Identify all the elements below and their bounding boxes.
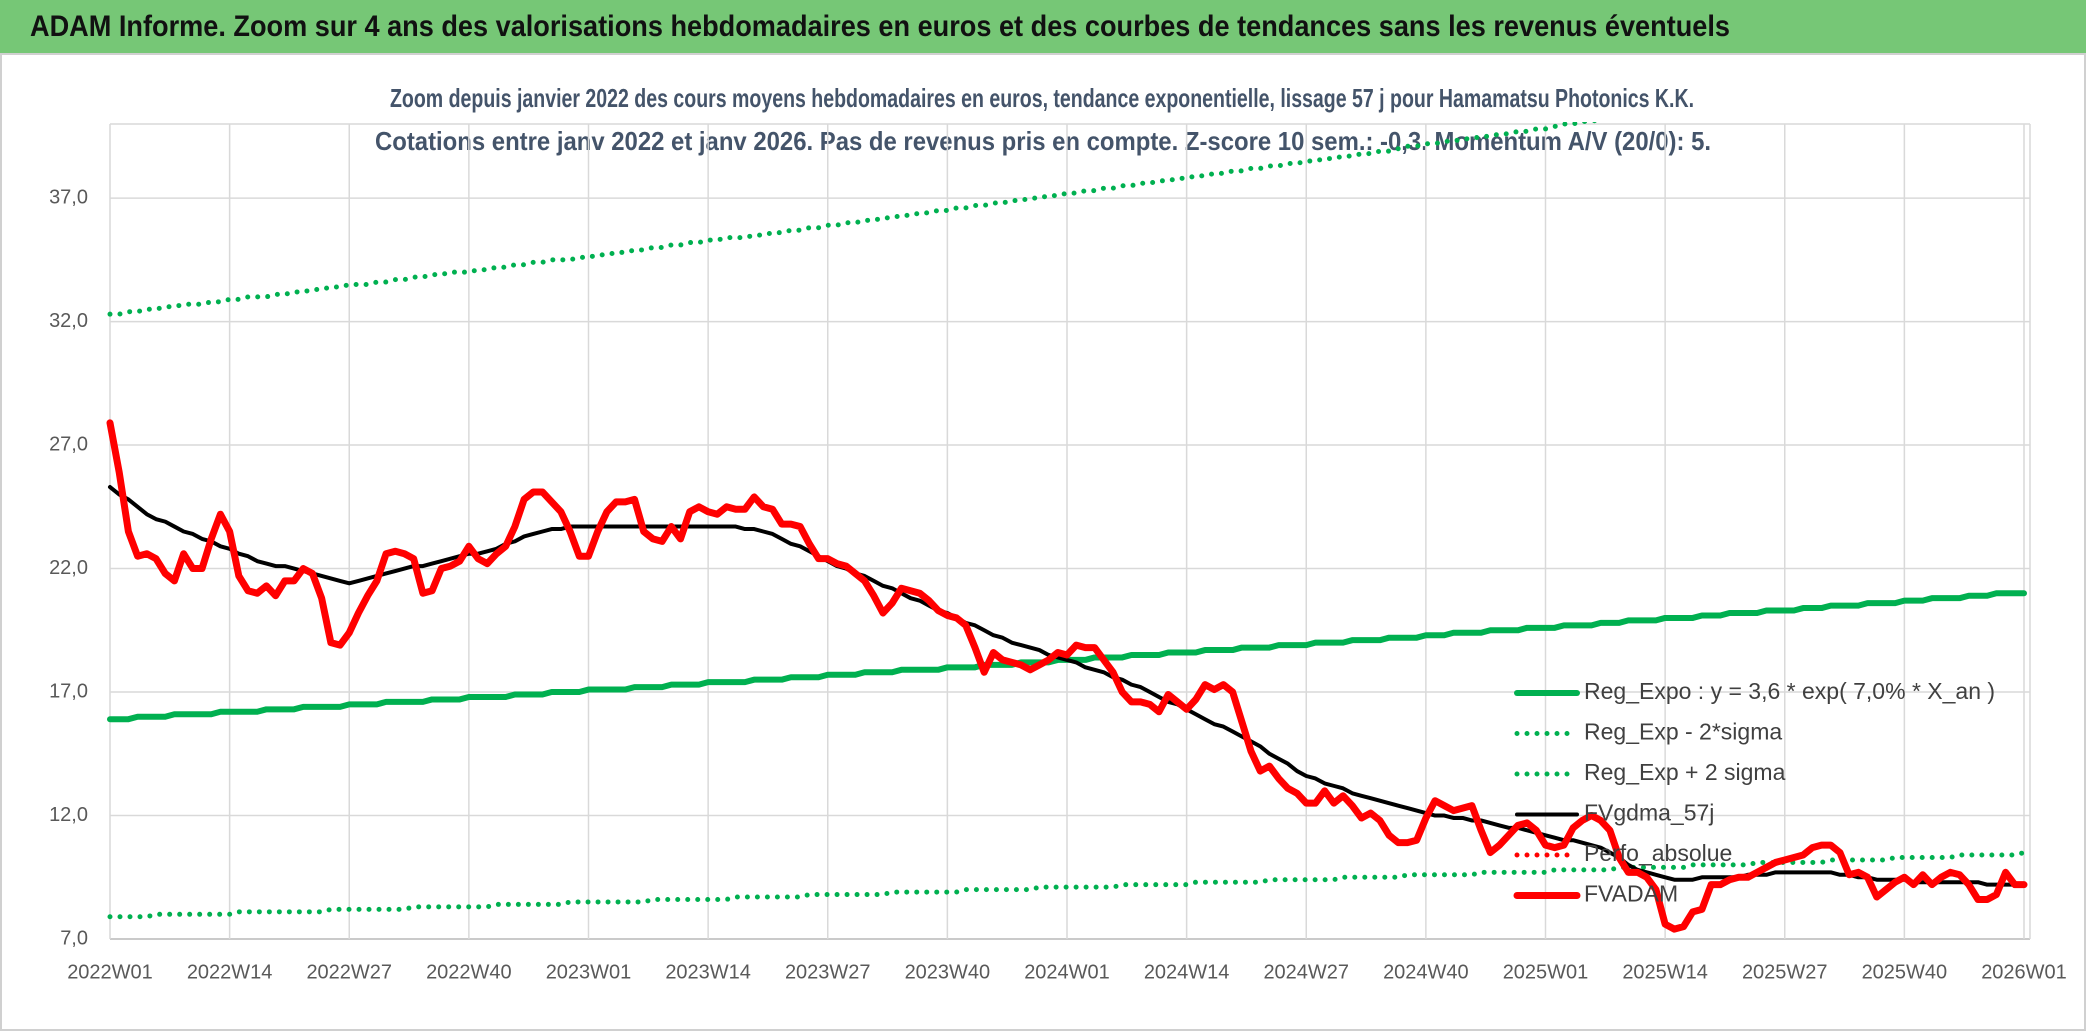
line <box>108 485 2026 887</box>
frame <box>0 53 2086 1031</box>
legend-label: FVADAM <box>1584 881 1678 907</box>
x-tick-label: 2022W40 <box>426 961 512 983</box>
x-tick-label: 2022W01 <box>67 961 153 983</box>
y-tick-label: 27,0 <box>49 433 88 455</box>
y-tick-label: 12,0 <box>49 804 88 826</box>
grid: 7,0 12,0 17,0 22,0 27,0 32,0 37,0 2022W01 2022W1… <box>49 123 2067 983</box>
y-tick-label: 7,0 <box>60 927 88 949</box>
legend-label: Perfo_absolue <box>1584 840 1732 866</box>
x-tick-label: 2025W40 <box>1862 961 1948 983</box>
header-bar <box>0 0 2086 53</box>
y-tick-label: 22,0 <box>49 557 88 579</box>
y-tick-label: 17,0 <box>49 680 88 702</box>
legend-label: Reg_Exp - 2*sigma <box>1584 719 1782 745</box>
x-tick-label: 2023W40 <box>905 961 991 983</box>
x-tick-label: 2025W01 <box>1503 961 1589 983</box>
y-tick-label: 32,0 <box>49 310 88 332</box>
x-tick-label: 2024W14 <box>1144 961 1230 983</box>
line <box>106 419 2028 933</box>
legend-label: Reg_Expo : y = 3,6 * exp( 7,0% * X_an ) <box>1584 678 1995 704</box>
legend-label: Reg_Exp + 2 sigma <box>1584 759 1786 785</box>
x-tick-label: 2026W01 <box>1981 961 2067 983</box>
y-tick-label: 37,0 <box>49 186 88 208</box>
x-tick-label: 2024W27 <box>1263 961 1349 983</box>
x-tick-label: 2023W01 <box>546 961 632 983</box>
chart-title: Zoom depuis janvier 2022 des cours moyen… <box>390 83 1694 113</box>
x-tick-label: 2025W27 <box>1742 961 1828 983</box>
x-tick-label: 2022W14 <box>187 961 273 983</box>
header-title: ADAM Informe. Zoom sur 4 ans des valoris… <box>30 10 1730 43</box>
legend-label: FVgdma_57j <box>1584 800 1714 826</box>
x-tick-label: 2024W01 <box>1024 961 1110 983</box>
x-tick-label: 2024W40 <box>1383 961 1469 983</box>
chart-subtitle: Cotations entre janv 2022 et janv 2026. … <box>375 126 1711 156</box>
dotted-line <box>107 850 2027 920</box>
x-tick-label: 2023W27 <box>785 961 871 983</box>
x-tick-label: 2022W27 <box>306 961 392 983</box>
plot-area <box>106 122 2028 933</box>
x-tick-label: 2023W14 <box>665 961 751 983</box>
legend: Reg_Expo : y = 3,6 * exp( 7,0% * X_an ) R… <box>1513 678 1995 907</box>
x-tick-label: 2025W14 <box>1622 961 1708 983</box>
